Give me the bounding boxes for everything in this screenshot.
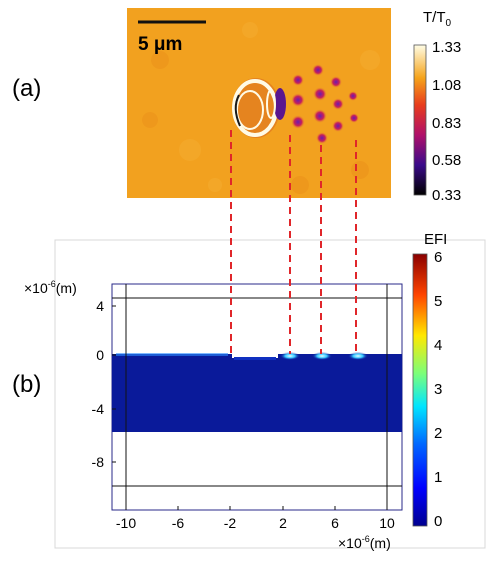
- y-tick-label: 0: [96, 347, 104, 363]
- x-tick-label: 6: [331, 515, 339, 531]
- y-tick-label: 4: [96, 298, 104, 314]
- y-tick-label: -8: [92, 454, 105, 470]
- colorbar-efi-tick: 0: [434, 513, 442, 530]
- colorbar-efi-tick: 6: [434, 249, 442, 266]
- colorbar-t-tick-1: 1.33: [432, 39, 461, 56]
- colorbar-t-tick-2: 1.08: [432, 77, 461, 94]
- crater-feature: [232, 78, 286, 138]
- groove-notch: [232, 354, 278, 358]
- colorbar-t: T/T0 1.33 1.08 0.83 0.58 0.33: [413, 9, 461, 204]
- x-tick-label: 2: [279, 515, 287, 531]
- panel-a-label: (a): [12, 75, 41, 102]
- colorbar-efi-gradient: [412, 253, 428, 527]
- colorbar-t-tick-3: 0.83: [432, 115, 461, 132]
- x-tick-label: -2: [224, 515, 237, 531]
- colorbar-t-tick-5: 0.33: [432, 187, 461, 204]
- colorbar-efi-tick: 5: [434, 293, 442, 310]
- colorbar-efi-tick: 1: [434, 469, 442, 486]
- y-tick-label: -4: [92, 401, 105, 417]
- colorbar-efi-title: EFI: [424, 231, 447, 248]
- interference-pattern: [291, 64, 359, 144]
- colorbar-efi: EFI 6 5 4 3 2 1 0: [412, 231, 447, 530]
- colorbar-t-gradient: [413, 44, 427, 196]
- colorbar-t-tick-4: 0.58: [432, 152, 461, 169]
- colorbar-efi-tick: 2: [434, 425, 442, 442]
- field-region: [112, 354, 402, 432]
- colorbar-efi-tick: 3: [434, 381, 442, 398]
- x-axis-multiplier: ×10-6(m): [338, 534, 391, 551]
- surface-glow: [116, 353, 228, 356]
- panel-b-label: (b): [12, 371, 41, 398]
- y-axis: 4 0 -4 -8: [92, 298, 116, 470]
- colorbar-t-title: T/T0: [423, 9, 452, 29]
- colorbar-efi-tick: 4: [434, 337, 442, 354]
- scale-bar-label: 5 μm: [138, 34, 182, 55]
- correspondence-lines: [230, 130, 357, 354]
- x-tick-label: 10: [379, 515, 395, 531]
- thermal-map: 5 μm: [127, 8, 391, 198]
- y-axis-multiplier: ×10-6(m): [24, 279, 77, 296]
- field-hotspots: [280, 352, 368, 360]
- panel-b-frame: [54, 239, 486, 549]
- x-tick-label: -10: [116, 515, 136, 531]
- x-axis: -10 -6 -2 2 6 10 ×10-6(m): [116, 506, 395, 551]
- x-tick-label: -6: [172, 515, 185, 531]
